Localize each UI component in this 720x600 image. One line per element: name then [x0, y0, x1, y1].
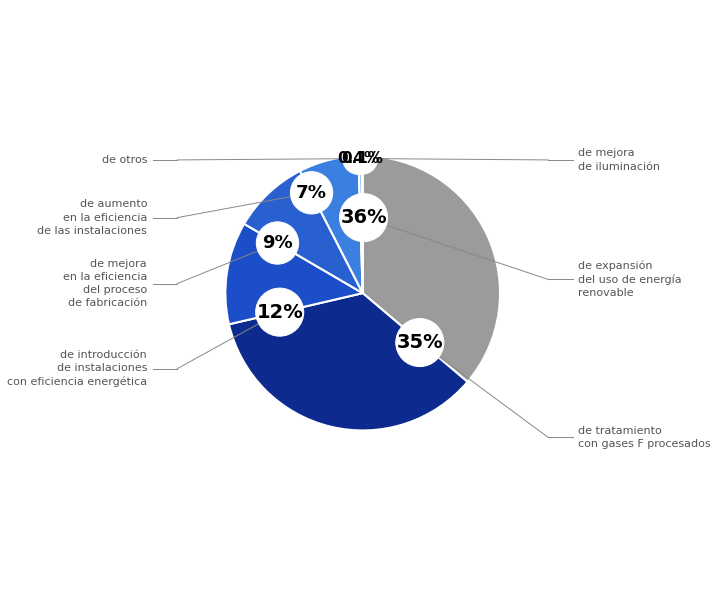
Circle shape [396, 319, 444, 367]
Text: 35%: 35% [397, 333, 443, 352]
Wedge shape [359, 156, 363, 293]
Wedge shape [363, 156, 500, 382]
Text: 36%: 36% [341, 208, 387, 227]
Circle shape [256, 288, 304, 336]
Text: de mejora
en la eficiencia
del proceso
de fabricación: de mejora en la eficiencia del proceso d… [63, 259, 147, 308]
Text: 12%: 12% [256, 302, 303, 322]
Circle shape [343, 143, 374, 175]
Wedge shape [225, 224, 363, 324]
Text: 0.4%: 0.4% [338, 151, 379, 166]
Text: de aumento
en la eficiencia
de las instalaciones: de aumento en la eficiencia de las insta… [37, 199, 147, 236]
Circle shape [290, 172, 333, 214]
Circle shape [346, 143, 378, 175]
Wedge shape [229, 293, 467, 430]
Text: de expansión
del uso de energía
renovable: de expansión del uso de energía renovabl… [578, 260, 682, 298]
Wedge shape [244, 171, 363, 293]
Text: 7%: 7% [296, 184, 327, 202]
Text: de mejora
de iluminación: de mejora de iluminación [578, 148, 660, 172]
Circle shape [340, 194, 387, 242]
Circle shape [256, 222, 299, 264]
Text: 0.1%: 0.1% [341, 151, 383, 166]
Text: 9%: 9% [262, 234, 293, 252]
Wedge shape [362, 156, 363, 293]
Text: de otros: de otros [102, 155, 147, 165]
Text: de introducción
de instalaciones
con eficiencia energética: de introducción de instalaciones con efi… [7, 350, 147, 387]
Text: de tratamiento
con gases F procesados: de tratamiento con gases F procesados [578, 426, 711, 449]
Wedge shape [300, 156, 363, 293]
